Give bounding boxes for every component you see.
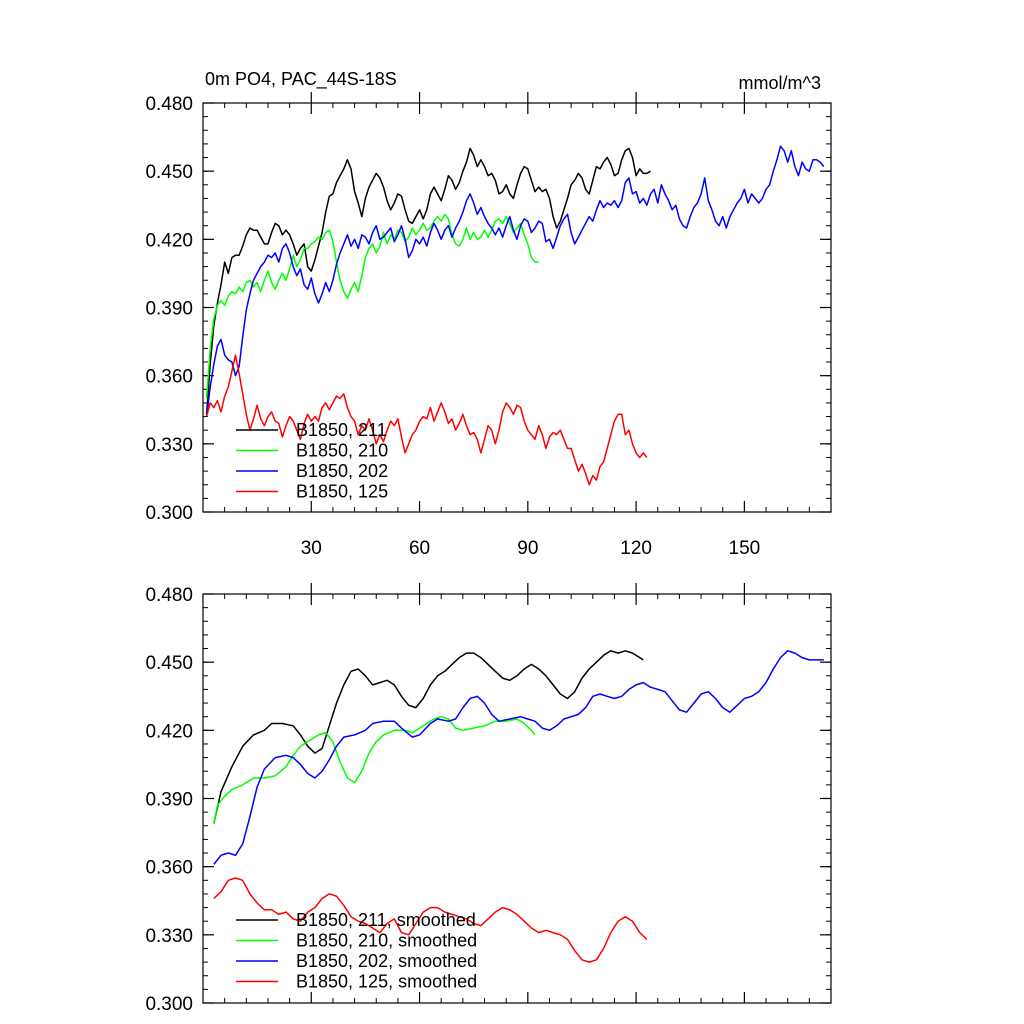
x-tick-label: 30 <box>301 538 322 559</box>
y-tick-label: 0.360 <box>145 367 193 388</box>
top-panel: 0.300 0.330 0.360 0.390 0.420 0.450 0.480 30 60 9… <box>145 69 832 559</box>
series-line-b1850-210-smoothed <box>213 715 536 824</box>
y-tick-label: 0.300 <box>145 503 193 524</box>
legend-label: B1850, 210 <box>296 441 388 461</box>
y-tick-label: 0.420 <box>145 721 193 742</box>
x-tick-label: 120 <box>620 538 652 559</box>
y-tick-label: 0.480 <box>145 585 193 606</box>
y-tick-label: 0.390 <box>145 299 193 320</box>
series-line-b1850-202 <box>205 145 825 417</box>
legend-label: B1850, 125 <box>296 482 388 502</box>
legend-label: B1850, 211 <box>296 420 387 440</box>
y-tick-label: 0.330 <box>145 926 193 947</box>
x-tick-label: 60 <box>409 538 430 559</box>
series-line-b1850-202-smoothed <box>213 650 824 865</box>
series-group <box>213 650 824 963</box>
bottom-panel: 0.300 0.330 0.360 0.390 0.420 0.450 0.480 B1850… <box>145 583 832 1015</box>
series-line-b1850-125 <box>205 354 648 486</box>
x-tick-label: 90 <box>517 538 538 559</box>
chart-title: 0m PO4, PAC_44S-18S <box>205 69 397 90</box>
y-tick-label: 0.480 <box>145 94 193 115</box>
legend-label: B1850, 202, smoothed <box>296 951 477 971</box>
series-group <box>205 145 825 486</box>
units-label: mmol/m^3 <box>739 73 821 93</box>
legend-label: B1850, 210, smoothed <box>296 931 477 951</box>
y-tick-label: 0.450 <box>145 162 193 183</box>
legend-label: B1850, 125, smoothed <box>296 972 477 992</box>
y-tick-label: 0.360 <box>145 858 193 879</box>
legend-label: B1850, 211, smoothed <box>296 910 476 930</box>
y-tick-label: 0.300 <box>145 994 193 1015</box>
y-tick-label: 0.330 <box>145 435 193 456</box>
y-tick-label: 0.390 <box>145 790 193 811</box>
y-tick-label: 0.450 <box>145 653 193 674</box>
y-tick-label: 0.420 <box>145 230 193 251</box>
series-line-b1850-211-smoothed <box>213 650 644 824</box>
series-line-b1850-210 <box>205 213 539 399</box>
series-line-b1850-125-smoothed <box>213 877 648 963</box>
series-line-b1850-211 <box>205 147 651 415</box>
x-tick-label: 150 <box>729 538 761 559</box>
legend-label: B1850, 202 <box>296 461 388 481</box>
